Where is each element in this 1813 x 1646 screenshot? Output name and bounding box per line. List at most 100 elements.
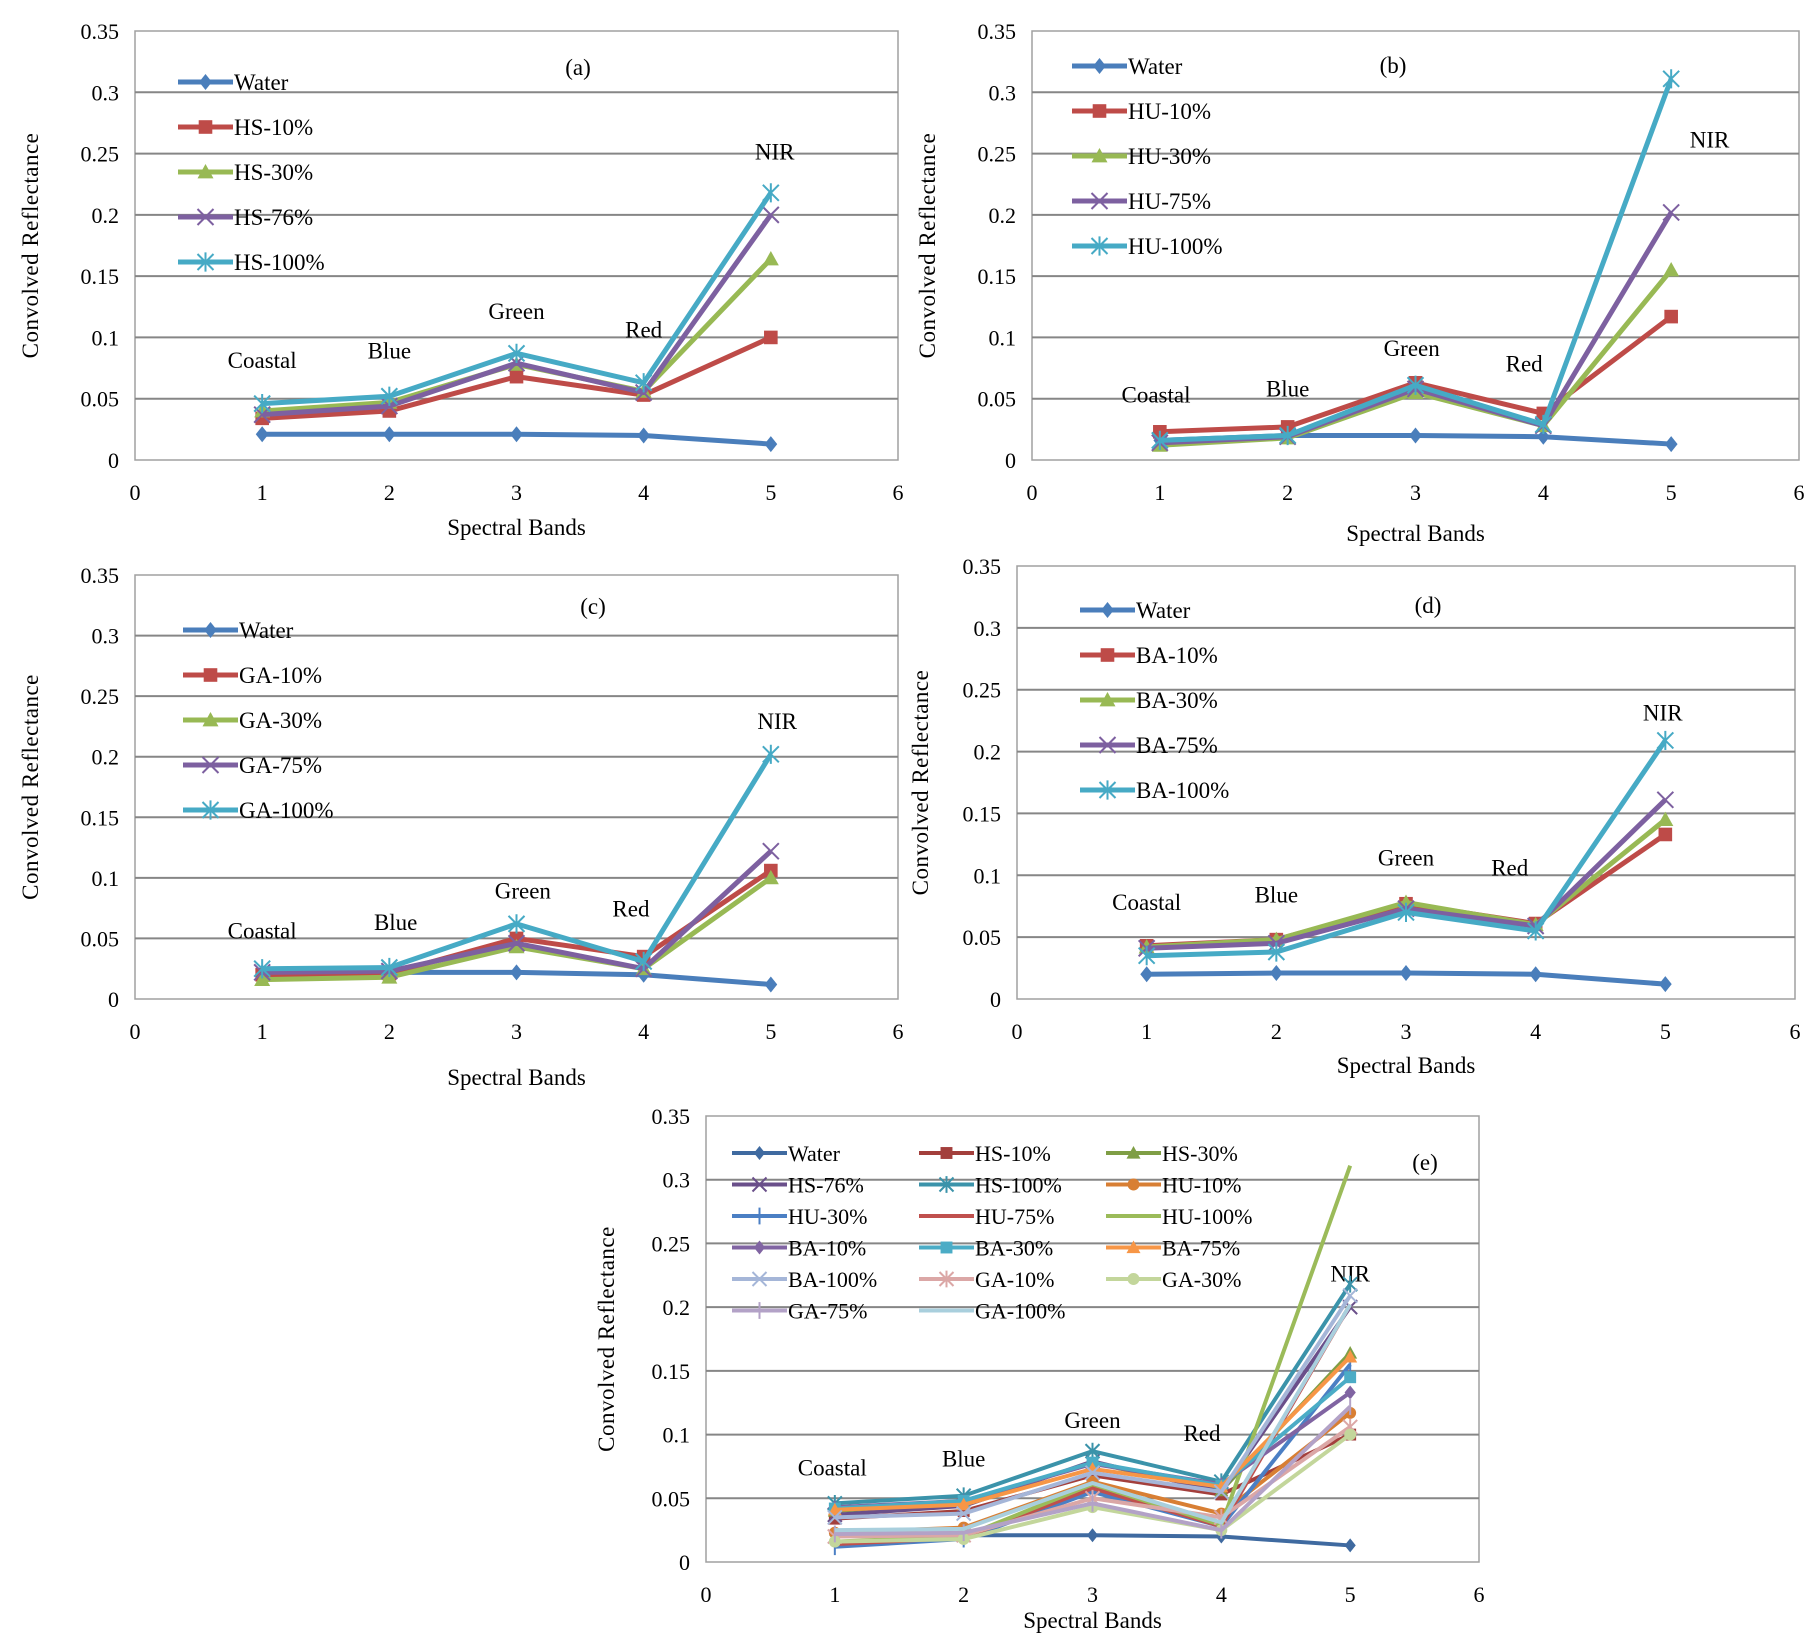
data-point — [1269, 965, 1283, 982]
legend-item: GA-30% — [183, 708, 322, 733]
legend-marker — [1098, 780, 1117, 800]
panel-label: (d) — [1415, 593, 1442, 618]
legend-item: GA-10% — [183, 663, 322, 688]
legend-marker — [753, 1240, 766, 1255]
band-annotation: Coastal — [228, 918, 297, 943]
legend-marker — [1100, 648, 1115, 662]
chart-panel: 0 0.05 0.1 0.15 0.2 0.25 0.3 0.35 0 1 2 3 4 5 6 Spectra… — [908, 554, 1801, 1078]
data-point — [1664, 309, 1678, 324]
data-point — [254, 971, 271, 987]
x-tick-label: 5 — [765, 1019, 776, 1044]
legend-label: GA-30% — [239, 708, 322, 733]
legend-label: HU-75% — [975, 1204, 1054, 1229]
legend-label: BA-100% — [1136, 778, 1229, 803]
series-ga-75- — [833, 1398, 1352, 1543]
legend-label: HS-30% — [234, 160, 313, 185]
data-point — [957, 1505, 970, 1517]
y-tick-label: 0.25 — [963, 678, 1002, 703]
data-point — [508, 938, 525, 954]
legend-item: BA-100% — [732, 1267, 877, 1292]
band-annotation: Coastal — [228, 348, 297, 373]
legend-marker — [204, 622, 217, 638]
band-annotation: Red — [612, 897, 650, 922]
legend-label: BA-100% — [788, 1267, 877, 1292]
y-axis-label: Convolved Reflectance — [915, 133, 940, 359]
legend-marker — [1098, 736, 1117, 754]
data-point — [1658, 827, 1673, 842]
data-point — [380, 957, 399, 978]
data-point — [380, 386, 399, 406]
legend-label: Water — [234, 70, 289, 95]
x-tick-label: 0 — [130, 480, 141, 505]
y-tick-label: 0.2 — [92, 203, 120, 228]
data-point — [827, 1509, 843, 1526]
data-point — [764, 330, 778, 345]
y-axis-label: Convolved Reflectance — [18, 133, 43, 359]
series-hu-100- — [1151, 69, 1680, 450]
x-tick-label: 4 — [1216, 1582, 1227, 1607]
band-annotation: Green — [1064, 1408, 1121, 1433]
y-tick-label: 0.15 — [963, 801, 1002, 826]
legend-label: Water — [1136, 598, 1191, 623]
band-annotation: NIR — [757, 709, 797, 734]
legend-marker — [1101, 602, 1114, 618]
legend-marker — [196, 252, 215, 272]
y-tick-label: 0.15 — [978, 264, 1017, 289]
legend-label: HU-10% — [1128, 99, 1211, 124]
plot-area — [134, 30, 899, 461]
data-point — [1344, 1371, 1357, 1384]
data-point — [1137, 946, 1156, 966]
x-tick-label: 5 — [1666, 480, 1677, 505]
legend-item: GA-75% — [732, 1299, 867, 1324]
legend-marker — [1091, 148, 1108, 163]
legend-label: HS-10% — [234, 115, 313, 140]
chart-panel: 0 0.05 0.1 0.15 0.2 0.25 0.3 0.35 0 1 2 3 4 5 6 Spectra… — [594, 1104, 1485, 1633]
series-ba-100- — [1137, 730, 1675, 966]
band-annotation: Green — [1384, 336, 1441, 361]
legend-marker — [940, 1147, 953, 1159]
data-point — [634, 373, 653, 393]
data-point — [1151, 430, 1169, 450]
data-point — [956, 1497, 971, 1511]
y-tick-label: 0.35 — [963, 554, 1002, 579]
legend-item: Water — [1080, 598, 1191, 623]
y-tick-label: 0.25 — [81, 684, 120, 709]
data-point — [1658, 976, 1672, 993]
data-point — [1529, 966, 1543, 983]
y-tick-label: 0.3 — [989, 80, 1017, 105]
data-point — [1663, 262, 1680, 277]
y-tick-label: 0.15 — [81, 805, 120, 830]
series-line — [834, 1303, 1352, 1533]
legend-label: GA-30% — [1162, 1267, 1241, 1292]
band-annotation: Coastal — [1121, 382, 1190, 407]
legend-marker — [940, 1241, 953, 1254]
legend-marker — [1127, 1178, 1140, 1191]
data-point — [510, 964, 523, 981]
band-annotation: Coastal — [1112, 890, 1181, 915]
legend-item: HS-30% — [1106, 1141, 1238, 1166]
legend-marker — [201, 800, 220, 820]
data-point — [764, 976, 778, 993]
legend-item: Water — [178, 70, 289, 95]
legend-item: HS-10% — [178, 115, 313, 140]
legend: Water GA-10% GA-30% GA-75% GA-100% — [183, 618, 334, 823]
legend-label: HS-100% — [975, 1173, 1062, 1198]
legend-label: Water — [788, 1141, 841, 1166]
chart-panel: 0 0.05 0.1 0.15 0.2 0.25 0.3 0.35 0 1 2 3 4 5 6 Spectra… — [915, 19, 1805, 546]
legend-marker — [201, 756, 220, 774]
chart-panel: 0 0.05 0.1 0.15 0.2 0.25 0.3 0.35 0 1 2 3 4 5 6 Spectra… — [18, 19, 904, 540]
data-point — [762, 183, 780, 203]
data-point — [253, 394, 271, 414]
band-annotation: Blue — [942, 1446, 985, 1471]
y-tick-label: 0.25 — [81, 142, 120, 167]
data-point — [1662, 69, 1680, 89]
y-tick-label: 0.3 — [663, 1168, 691, 1193]
data-point — [1084, 1465, 1101, 1481]
x-tick-label: 6 — [1474, 1582, 1485, 1607]
band-annotation: Red — [1183, 1421, 1221, 1446]
series-water — [1140, 965, 1672, 993]
legend-label: GA-75% — [788, 1299, 867, 1324]
panel-label: (e) — [1412, 1150, 1438, 1175]
legend-label: HS-76% — [788, 1173, 864, 1198]
